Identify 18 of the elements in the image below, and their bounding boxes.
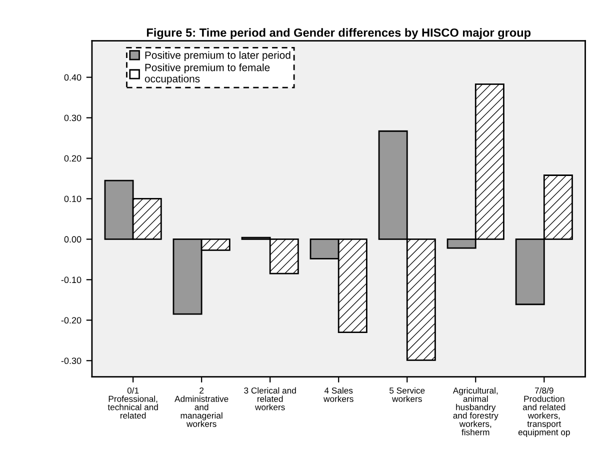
x-tick-label: 0/1 Professional, technical and related [108,387,158,419]
legend-label: Positive premium to later period [145,51,290,61]
x-tick-label: 7/8/9 Production and related workers, transport equipment op [518,387,570,437]
y-tick-label: -0.10 [61,276,82,284]
y-tick-label: 0.10 [64,196,82,202]
x-tick-label: 5 Service workers [390,387,425,402]
y-tick-label: -0.30 [61,358,82,364]
x-tick-label: 2 Administrative and managerial workers [174,387,228,427]
x-tick-label: 4 Sales workers [324,387,354,402]
y-tick-label: 0.30 [64,114,82,122]
y-tick-label: -0.20 [61,317,82,324]
y-tick-label: 0.20 [64,155,82,162]
legend-label: Positive premium to female occupations [144,64,270,84]
y-tick-label: 0.00 [64,236,82,243]
chart-title: Figure 5: Time period and Gender differences by HISCO major group [146,28,531,40]
y-tick-label: 0.40 [64,74,82,81]
x-tick-label: 3 Clerical and related workers [244,387,296,410]
x-tick-label: Agricultural, animal husbandry and forestry workers, fisherm [452,387,498,436]
